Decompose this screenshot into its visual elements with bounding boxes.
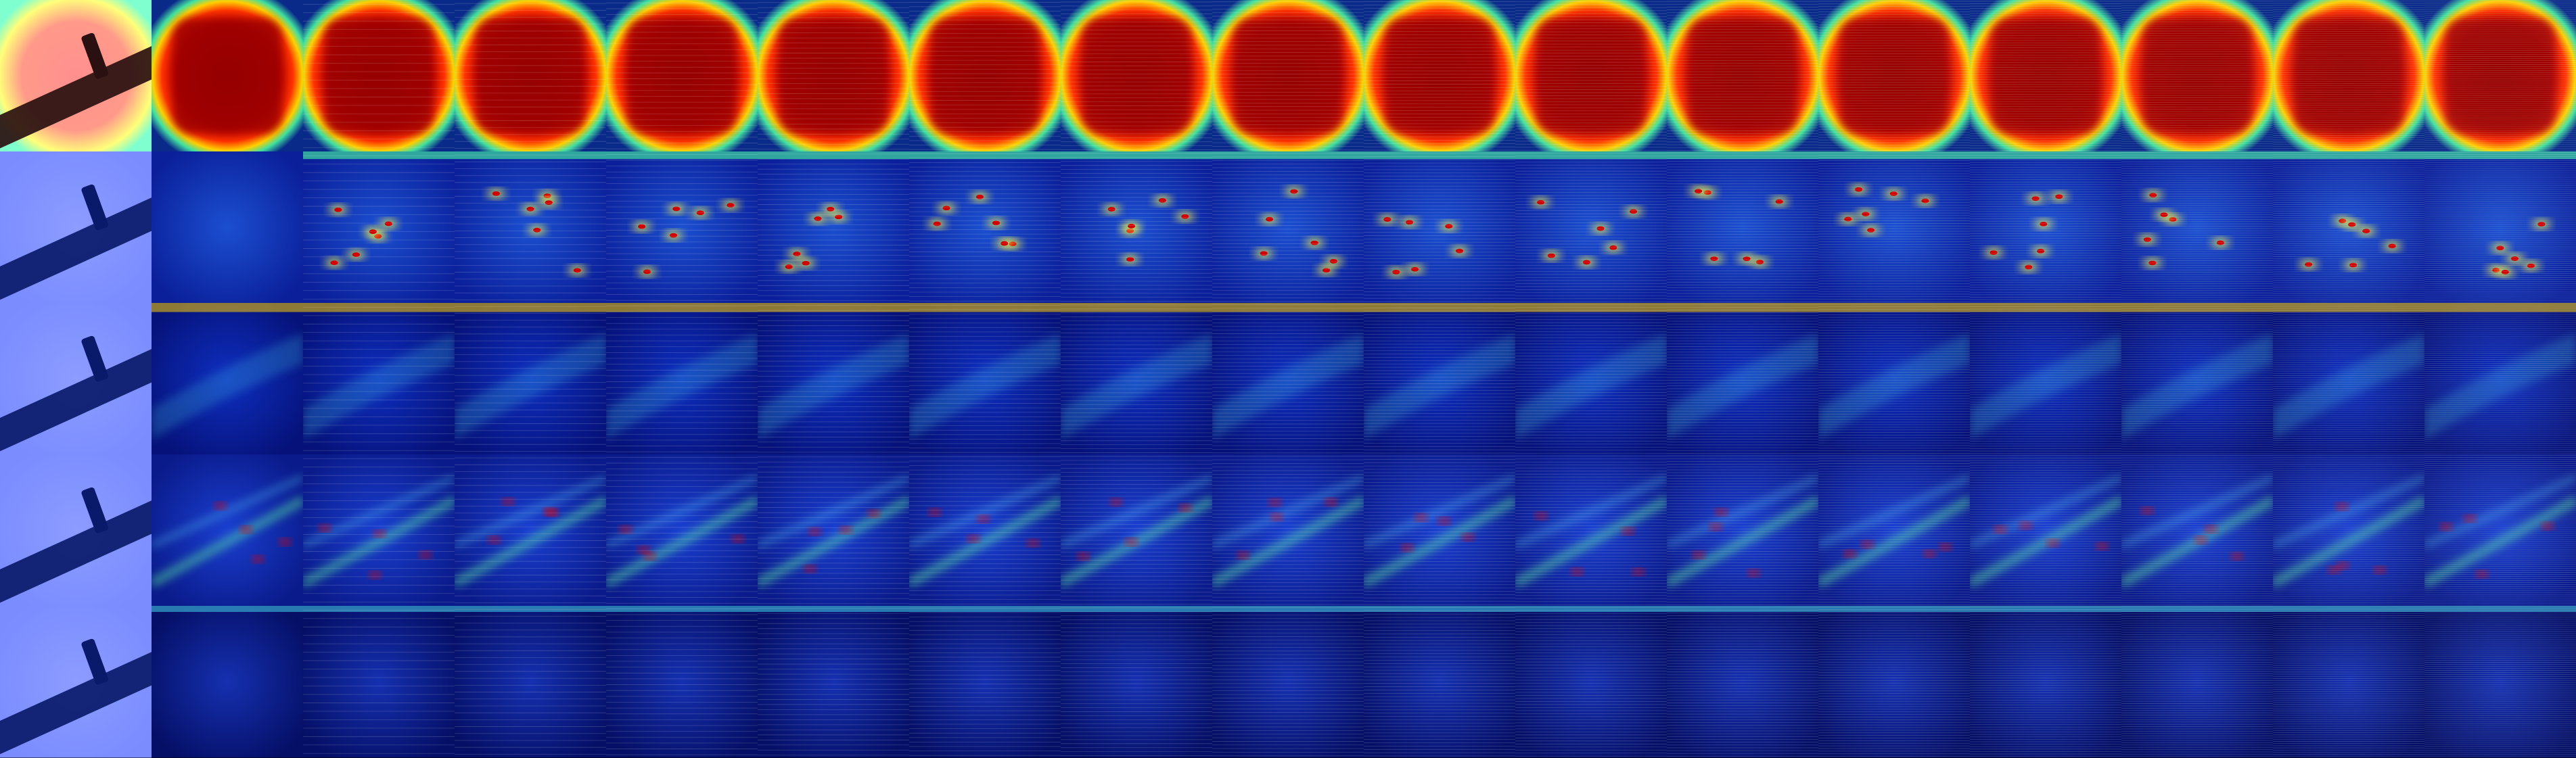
heatmap-tile [1364, 151, 1516, 304]
heatmap-tile [1364, 303, 1516, 455]
heatmap-tile [1667, 0, 1819, 152]
heatmap-tile [758, 303, 910, 455]
heatmap-tile [303, 454, 455, 607]
heatmap-tile [1970, 151, 2122, 304]
heatmap-tile [1667, 454, 1819, 607]
heatmap-tile [152, 151, 304, 304]
heatmap-tile [1515, 606, 1668, 758]
heatmap-tile [758, 151, 910, 304]
heatmap-tile [2273, 303, 2425, 455]
heatmap-tile [1818, 606, 1971, 758]
heatmap-tile [2424, 454, 2576, 607]
heatmap-tile [909, 151, 1061, 304]
heatmap-tile [2424, 151, 2576, 304]
heatmap-tile [2273, 606, 2425, 758]
heatmap-tile [455, 151, 607, 304]
heatmap-tile [2424, 303, 2576, 455]
heatmap-tile [0, 454, 152, 607]
heatmap-tile [2273, 151, 2425, 304]
heatmap-tile [909, 454, 1061, 607]
heatmap-tile [1061, 0, 1213, 152]
heatmap-tile [152, 606, 304, 758]
heatmap-tile [303, 303, 455, 455]
heatmap-tile [1818, 303, 1971, 455]
heatmap-tile [1212, 606, 1364, 758]
heatmap-tile [1667, 606, 1819, 758]
heatmap-tile [1212, 151, 1364, 304]
heatmap-tile [1515, 454, 1668, 607]
heatmap-tile [0, 151, 152, 304]
heatmap-tile [909, 0, 1061, 152]
heatmap-tile [909, 303, 1061, 455]
heatmap-tile [1970, 0, 2122, 152]
heatmap-tile [1061, 151, 1213, 304]
heatmap-tile [1667, 303, 1819, 455]
heatmap-tile [2424, 0, 2576, 152]
heatmap-tile [1515, 303, 1668, 455]
heatmap-tile [1515, 0, 1668, 152]
heatmap-tile [1818, 0, 1971, 152]
heatmap-tile [606, 303, 758, 455]
heatmap-tile [1818, 454, 1971, 607]
heatmap-tile [1061, 606, 1213, 758]
heatmap-tile [2273, 0, 2425, 152]
heatmap-tile [2121, 606, 2274, 758]
heatmap-tile [455, 303, 607, 455]
heatmap-tile [1364, 0, 1516, 152]
heatmap-tile [758, 454, 910, 607]
heatmap-tile [0, 0, 152, 152]
heatmap-tile [2121, 151, 2274, 304]
heatmap-tile [152, 0, 304, 152]
heatmap-tile [1970, 303, 2122, 455]
heatmap-tile [1515, 151, 1668, 304]
heatmap-tile [1364, 606, 1516, 758]
heatmap-tile [606, 606, 758, 758]
heatmap-tile [303, 0, 455, 152]
heatmap-tile [2273, 454, 2425, 607]
heatmap-tile [0, 303, 152, 455]
heatmap-tile [1970, 606, 2122, 758]
heatmap-tile [0, 606, 152, 758]
heatmap-tile [2121, 303, 2274, 455]
heatmap-tile [2424, 606, 2576, 758]
heatmap-tile [1212, 454, 1364, 607]
heatmap-tile [606, 0, 758, 152]
heatmap-tile [2121, 0, 2274, 152]
heatmap-tile [909, 606, 1061, 758]
heatmap-tile [1667, 151, 1819, 304]
heatmap-tile [152, 303, 304, 455]
heatmap-tile [1818, 151, 1971, 304]
heatmap-tile [606, 454, 758, 607]
heatmap-tile [455, 454, 607, 607]
heatmap-tile [2121, 454, 2274, 607]
heatmap-tile [303, 151, 455, 304]
heatmap-tile [303, 606, 455, 758]
heatmap-tile [152, 454, 304, 607]
heatmap-tile [1212, 0, 1364, 152]
heatmap-tile [758, 0, 910, 152]
heatmap-tile [1061, 303, 1213, 455]
heatmap-tile [1364, 454, 1516, 607]
heatmap-tile [455, 0, 607, 152]
heatmap-tile [455, 606, 607, 758]
heatmap-tile [1061, 454, 1213, 607]
heatmap-tile [1212, 303, 1364, 455]
heatmap-tile [1970, 454, 2122, 607]
heatmap-tile [606, 151, 758, 304]
heatmap-tile [758, 606, 910, 758]
